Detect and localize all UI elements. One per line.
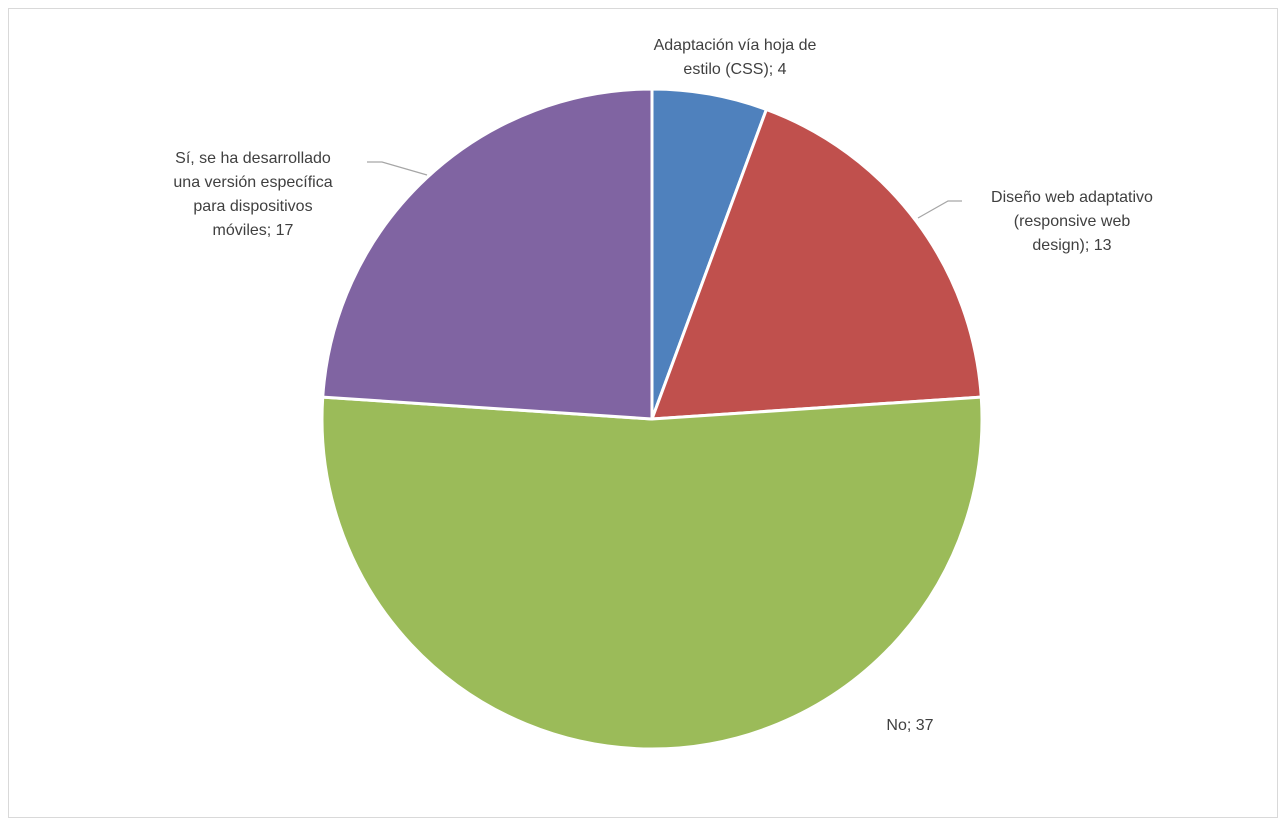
- slice-label-line: Sí, se ha desarrollado: [175, 150, 331, 167]
- slice-label-line: Adaptación vía hoja de: [654, 37, 817, 54]
- slice-label-line: No; 37: [886, 717, 933, 734]
- slice-data-label: No; 37: [886, 717, 933, 734]
- slice-data-label: Diseño web adaptativo (responsive web desi…: [991, 189, 1153, 254]
- slice-data-label: Adaptación vía hoja de estilo (CSS); 4: [654, 37, 817, 78]
- pie-slice: [320, 395, 984, 751]
- chart-frame: [8, 8, 1278, 818]
- slice-data-label: Sí, se ha desarrollado una versión especí…: [173, 150, 332, 239]
- slice-label-line: design); 13: [1032, 237, 1111, 254]
- pie-slice: [650, 107, 983, 421]
- pie-slice: [321, 87, 654, 421]
- leader-line: [367, 161, 428, 176]
- slice-label-line: móviles; 17: [213, 222, 294, 239]
- leader-line: [917, 200, 962, 219]
- slice-label-line: (responsive web: [1014, 213, 1131, 230]
- slice-label-line: Diseño web adaptativo: [991, 189, 1153, 206]
- slice-label-line: estilo (CSS); 4: [683, 61, 786, 78]
- slice-label-line: para dispositivos: [193, 198, 312, 215]
- slice-label-line: una versión específica: [173, 174, 332, 191]
